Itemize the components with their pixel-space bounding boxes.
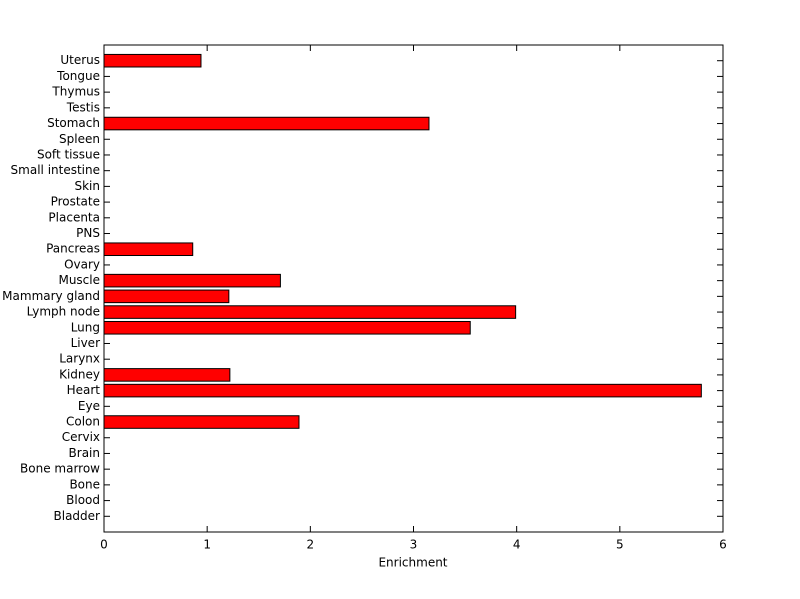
y-tick-label: Stomach bbox=[47, 116, 100, 130]
y-tick-label: Spleen bbox=[59, 132, 100, 146]
x-axis-label: Enrichment bbox=[378, 556, 447, 570]
x-tick-label: 5 bbox=[616, 538, 624, 552]
y-tick-label: PNS bbox=[76, 226, 100, 240]
bar bbox=[103, 289, 230, 304]
y-tick-label: Placenta bbox=[48, 210, 100, 224]
bar bbox=[103, 320, 471, 335]
y-tick-label: Soft tissue bbox=[37, 147, 100, 161]
y-tick-label: Liver bbox=[71, 336, 101, 350]
y-tick-label: Testis bbox=[66, 100, 100, 114]
y-tick-label: Ovary bbox=[64, 257, 100, 271]
y-tick-label: Bladder bbox=[54, 509, 101, 523]
x-tick-label: 0 bbox=[100, 538, 108, 552]
y-tick-label: Blood bbox=[66, 493, 100, 507]
x-tick-label: 1 bbox=[203, 538, 211, 552]
bar bbox=[103, 273, 281, 288]
bar bbox=[103, 305, 517, 319]
y-tick-label: Cervix bbox=[62, 430, 100, 444]
bar bbox=[103, 383, 702, 398]
y-tick-label: Mammary gland bbox=[2, 289, 100, 303]
bar bbox=[103, 368, 231, 382]
y-tick-label: Kidney bbox=[59, 367, 100, 381]
bar bbox=[103, 415, 300, 429]
y-tick-label: Pancreas bbox=[46, 242, 100, 256]
x-tick-label: 3 bbox=[410, 538, 418, 552]
y-tick-label: Eye bbox=[78, 399, 100, 413]
y-tick-label: Muscle bbox=[58, 273, 100, 287]
y-tick-label: Small intestine bbox=[11, 163, 100, 177]
y-tick-label: Bone marrow bbox=[20, 462, 100, 476]
y-tick-label: Brain bbox=[69, 446, 100, 460]
bar bbox=[103, 116, 430, 131]
x-tick-label: 6 bbox=[719, 538, 727, 552]
y-tick-label: Heart bbox=[67, 383, 101, 397]
y-tick-label: Larynx bbox=[59, 352, 100, 366]
y-tick-label: Lymph node bbox=[27, 305, 100, 319]
y-tick-label: Lung bbox=[71, 320, 100, 334]
x-tick-label: 4 bbox=[513, 538, 521, 552]
y-tick-label: Tongue bbox=[56, 69, 100, 83]
y-tick-label: Uterus bbox=[60, 53, 100, 67]
y-tick-label: Thymus bbox=[51, 85, 100, 99]
bar bbox=[103, 242, 194, 257]
y-tick-label: Skin bbox=[74, 179, 100, 193]
bar bbox=[103, 53, 202, 68]
y-tick-label: Bone bbox=[69, 477, 100, 491]
y-tick-label: Colon bbox=[66, 415, 100, 429]
y-tick-label: Prostate bbox=[51, 195, 100, 209]
x-tick-label: 2 bbox=[307, 538, 315, 552]
